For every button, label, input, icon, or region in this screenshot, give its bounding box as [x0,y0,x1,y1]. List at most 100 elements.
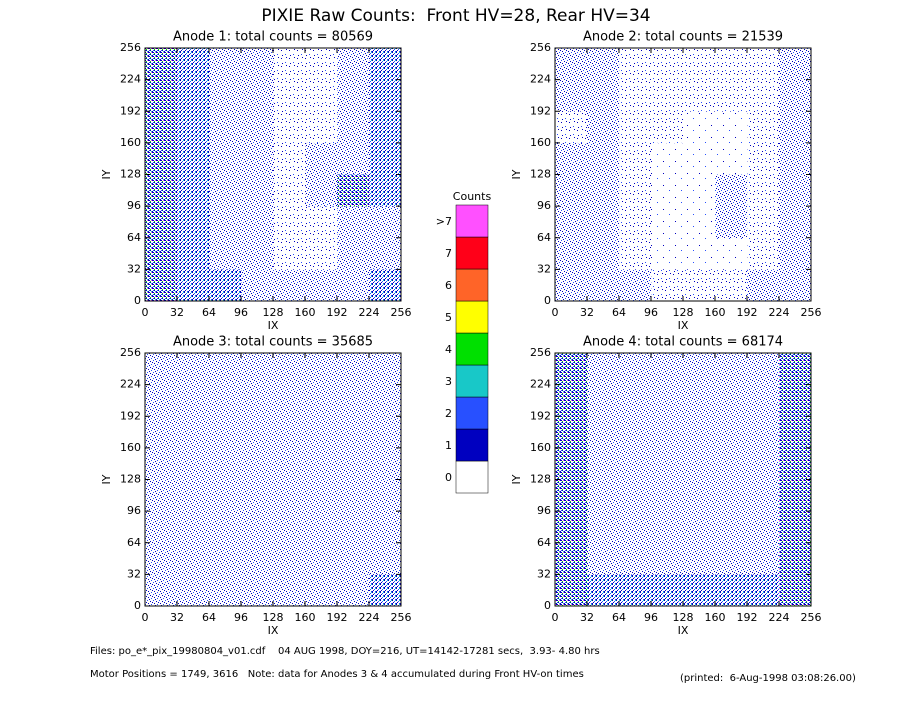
heatmap-cell [209,416,242,449]
x-tick-label: 224 [769,306,790,319]
y-tick-label: 32 [537,262,551,275]
heatmap-cell [715,511,748,544]
heatmap-cell [779,416,812,449]
y-tick-label: 160 [530,441,551,454]
heatmap-cell [779,48,812,80]
heatmap-cell [209,447,242,480]
heatmap-cell [209,384,242,417]
heatmap-cell [651,447,684,480]
colorbar-swatch [455,364,489,398]
x-axis-label: IX [268,319,279,332]
heatmap-cell [145,269,178,302]
x-tick-label: 32 [170,306,184,319]
colorbar-label: 2 [445,407,452,420]
colorbar-swatch [455,428,489,462]
heatmap-cell [369,79,402,112]
colorbar-label: 1 [445,439,452,452]
x-tick-label: 128 [673,611,694,624]
y-tick-label: 256 [120,41,141,54]
panel-title: Anode 4: total counts = 68174 [583,335,783,350]
x-tick-label: 32 [580,306,594,319]
heatmap-cell [305,79,338,112]
x-tick-label: 192 [737,611,758,624]
heatmap-cell [145,447,178,480]
heatmap-cell [651,542,684,575]
heatmap-cell [337,79,370,112]
heatmap-cell [715,111,748,144]
heatmap-cell [369,237,402,270]
heatmap-cell [683,511,716,544]
heatmap-cell [683,237,716,270]
heatmap-cell [555,447,588,480]
heatmap-cell [779,511,812,544]
heatmap-cell [779,353,812,385]
heatmap-cell [587,111,620,144]
y-tick-label: 224 [120,378,141,391]
y-axis-label: IY [510,474,523,484]
heatmap-cell [241,269,274,302]
heatmap-cell [619,574,652,607]
heatmap-cell [779,111,812,144]
heatmap-cell [619,511,652,544]
heatmap-cell [177,416,210,449]
heatmap-cell [177,447,210,480]
heatmap-cell [369,206,402,239]
x-tick-label: 192 [737,306,758,319]
heatmap-cell [369,542,402,575]
heatmap-cell [177,479,210,512]
heatmap-cell [683,542,716,575]
heatmap-cell [145,174,178,207]
heatmap-cell [683,48,716,80]
x-tick-label: 160 [295,611,316,624]
heatmap-cell [555,174,588,207]
heatmap-cell [747,416,780,449]
x-tick-label: 224 [359,306,380,319]
heatmap-cell [651,269,684,302]
heatmap-cell [273,206,306,239]
heatmap-cell [683,142,716,175]
heatmap-cell [747,48,780,80]
heatmap-cell [337,384,370,417]
heatmap-cell [715,269,748,302]
heatmap-cell [145,48,178,80]
heatmap-cell [305,416,338,449]
heatmap-cell [651,142,684,175]
heatmap-cell [145,574,178,607]
heatmap-cell [619,79,652,112]
heatmap-cell [619,206,652,239]
heatmap-cell [369,353,402,385]
heatmap-cell [209,479,242,512]
heatmap-cell [651,206,684,239]
heatmap-cell [587,353,620,385]
heatmap-cell [145,111,178,144]
heatmap-cell [145,384,178,417]
heatmap-cell [555,48,588,80]
x-tick-label: 96 [644,306,658,319]
panel-title: Anode 3: total counts = 35685 [173,335,373,350]
x-tick-label: 96 [234,306,248,319]
heatmap-cell [305,574,338,607]
colorbar-label: 7 [445,247,452,260]
heatmap-cell [177,574,210,607]
colorbar-swatch [455,332,489,366]
heatmap-cell [369,511,402,544]
heatmap-cell [683,416,716,449]
heatmap-cell [715,237,748,270]
heatmap-cell [305,174,338,207]
heatmap-cell [619,111,652,144]
heatmap-cell [209,79,242,112]
x-tick-label: 192 [327,611,348,624]
heatmap-cell [241,206,274,239]
heatmap-cell [683,79,716,112]
heatmap-cell [337,574,370,607]
heatmap-cell [209,174,242,207]
heatmap-cell [305,384,338,417]
heatmap-cell [779,269,812,302]
heatmap-cell [209,574,242,607]
y-tick-label: 64 [127,536,141,549]
heatmap-cell [273,174,306,207]
heatmap-cell [273,48,306,80]
heatmap-cell [651,511,684,544]
heatmap-cell [747,237,780,270]
